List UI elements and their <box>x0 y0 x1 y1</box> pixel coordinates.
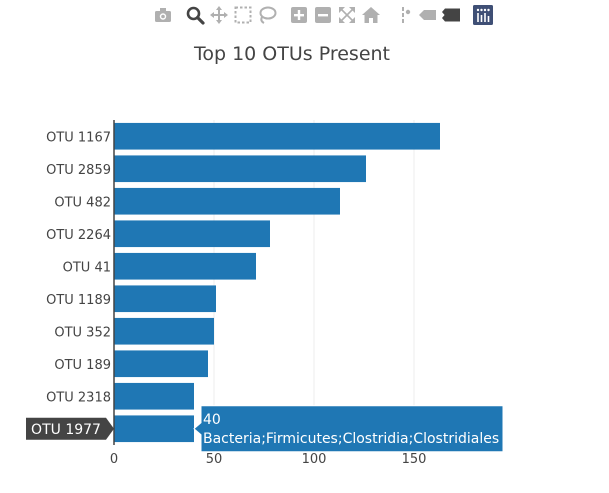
modebar <box>152 4 496 26</box>
y-tick-label: OTU 41 <box>63 260 111 275</box>
y-tick-label: OTU 189 <box>54 358 111 373</box>
y-tick-labels: OTU 1167 OTU 2859 OTU 482 OTU 2264 OTU 41 OTU… <box>46 130 111 405</box>
y-tick-label: OTU 2264 <box>46 228 111 243</box>
zoom-out-icon[interactable] <box>312 4 334 26</box>
bar <box>114 317 214 345</box>
y-tick-label: OTU 1167 <box>46 130 111 145</box>
bar <box>114 220 270 248</box>
plotly-logo-icon[interactable] <box>472 4 494 26</box>
bar <box>114 415 194 443</box>
x-tick-label: 100 <box>302 452 327 467</box>
x-tick-labels: 0 50 100 150 <box>110 452 427 467</box>
x-tick-label: 0 <box>110 452 118 467</box>
x-tick-label: 150 <box>402 452 427 467</box>
reset-axes-icon[interactable] <box>360 4 382 26</box>
zoom-icon[interactable] <box>184 4 206 26</box>
box-select-icon[interactable] <box>232 4 254 26</box>
autoscale-icon[interactable] <box>336 4 358 26</box>
bar <box>114 285 216 313</box>
bar <box>114 382 194 410</box>
y-tick-label: OTU 2318 <box>46 390 111 405</box>
hover-value-text: 40 <box>203 412 221 428</box>
hover-tooltip: OTU 1977 40 Bacteria;Firmicutes;Clostridia… <box>26 405 504 453</box>
bar <box>114 252 256 280</box>
lasso-select-icon[interactable] <box>256 4 278 26</box>
hover-compare-icon[interactable] <box>440 4 462 26</box>
bar <box>114 187 340 215</box>
bar <box>114 155 366 183</box>
hover-axis-label: OTU 1977 <box>31 422 101 438</box>
camera-icon[interactable] <box>152 4 174 26</box>
bar <box>114 122 440 150</box>
x-tick-label: 50 <box>206 452 223 467</box>
y-tick-label: OTU 2859 <box>46 163 111 178</box>
chart-title: Top 10 OTUs Present <box>193 43 390 65</box>
y-tick-label: OTU 1189 <box>46 293 111 308</box>
y-tick-label: OTU 482 <box>54 195 111 210</box>
bar <box>114 350 208 378</box>
hover-label-text: Bacteria;Firmicutes;Clostridia;Clostridi… <box>203 431 499 447</box>
hover-closest-icon[interactable] <box>416 4 438 26</box>
hover-value-box <box>193 405 504 453</box>
pan-icon[interactable] <box>208 4 230 26</box>
spike-lines-icon[interactable] <box>392 4 414 26</box>
hover-axis-label-box <box>26 417 114 440</box>
y-tick-label: OTU 352 <box>54 325 111 340</box>
zoom-in-icon[interactable] <box>288 4 310 26</box>
bars <box>114 122 440 443</box>
